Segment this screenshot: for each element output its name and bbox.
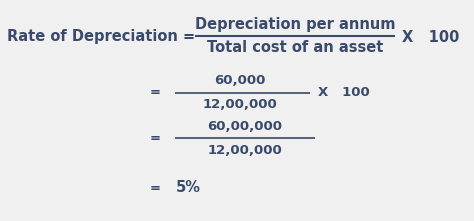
Text: X   100: X 100 bbox=[318, 86, 370, 99]
Text: Depreciation per annum: Depreciation per annum bbox=[195, 17, 395, 32]
Text: Rate of Depreciation =: Rate of Depreciation = bbox=[7, 29, 200, 44]
Text: 60,000: 60,000 bbox=[214, 74, 266, 88]
Text: =: = bbox=[149, 86, 161, 99]
Text: 12,00,000: 12,00,000 bbox=[208, 143, 283, 156]
Text: =: = bbox=[149, 181, 161, 194]
Text: =: = bbox=[149, 131, 161, 145]
Text: 5%: 5% bbox=[176, 181, 201, 196]
Text: 12,00,000: 12,00,000 bbox=[202, 99, 277, 112]
Text: X   100: X 100 bbox=[402, 29, 459, 44]
Text: 60,00,000: 60,00,000 bbox=[208, 120, 283, 133]
Text: Total cost of an asset: Total cost of an asset bbox=[207, 40, 383, 55]
